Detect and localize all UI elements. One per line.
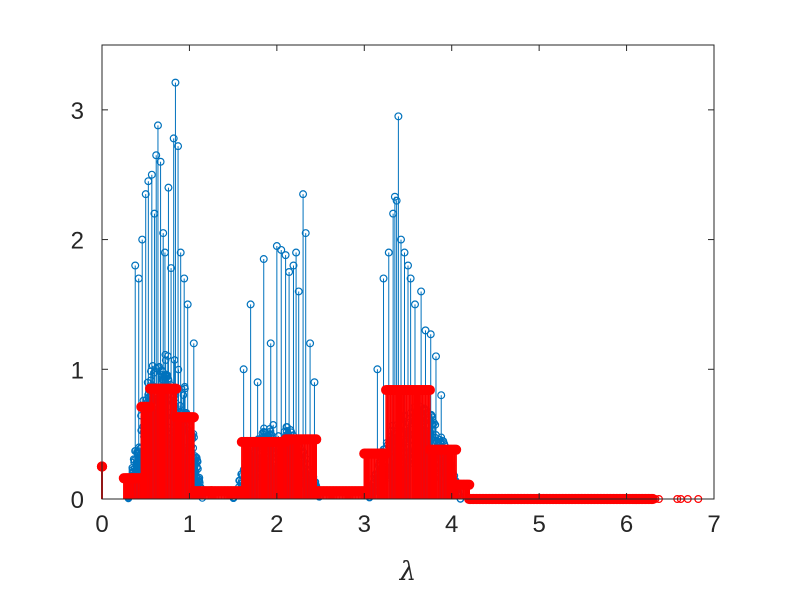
blue-point-marker — [130, 458, 138, 466]
red-point-marker — [464, 479, 475, 490]
blue-peak-marker — [410, 300, 419, 309]
blue-peak-marker — [266, 339, 275, 348]
blue-peak-marker — [174, 142, 183, 151]
blue-peak-marker — [310, 378, 319, 387]
red-point-marker — [188, 412, 199, 423]
blue-peak-marker — [171, 78, 180, 87]
blue-peak-marker — [392, 196, 401, 205]
blue-peak-marker — [141, 190, 150, 199]
blue-point-marker — [194, 475, 203, 483]
blue-peak-marker — [167, 264, 176, 273]
blue-peak-marker — [406, 274, 415, 283]
blue-peak-marker — [176, 248, 185, 257]
blue-peak-marker — [301, 229, 310, 238]
blue-peak-marker — [394, 112, 403, 121]
blue-peak-marker — [277, 245, 286, 254]
blue-peak-marker — [292, 248, 301, 257]
blue-peak-marker — [289, 261, 298, 270]
blue-peak-marker — [379, 274, 388, 283]
blue-peak-marker — [159, 229, 168, 238]
blue-peak-marker — [431, 352, 440, 361]
blue-point-marker — [265, 425, 274, 433]
blue-peak-marker — [164, 183, 173, 192]
y-tick-label: 0 — [71, 487, 84, 514]
blue-peak-marker — [397, 235, 406, 244]
x-tick-label: 2 — [270, 511, 283, 538]
blue-peak-marker — [131, 261, 140, 270]
blue-peak-marker — [259, 255, 268, 264]
x-axis-label: λ — [399, 557, 416, 587]
blue-point-marker — [196, 478, 204, 487]
blue-point-marker — [431, 421, 440, 429]
y-ticks: 0 1 2 3 — [71, 98, 714, 514]
blue-peak-marker — [152, 151, 161, 160]
y-tick-label: 2 — [71, 228, 84, 255]
blue-point-marker — [194, 465, 202, 473]
blue-peak-marker — [281, 251, 290, 260]
blue-peak-marker — [417, 287, 426, 296]
blue-peak-marker — [153, 121, 162, 130]
blue-peak-marker — [294, 287, 303, 296]
blue-peak-marker — [426, 330, 435, 339]
blue-point-marker — [179, 391, 188, 399]
x-tick-label: 5 — [532, 511, 545, 538]
red-point-marker — [171, 383, 182, 394]
blue-peak-marker — [180, 274, 189, 283]
blue-point-marker — [258, 429, 267, 438]
red-point-marker — [311, 434, 322, 445]
blue-peak-marker — [253, 378, 262, 387]
x-tick-label: 1 — [183, 511, 196, 538]
blue-peak-marker — [373, 365, 382, 374]
blue-peak-marker — [156, 157, 165, 166]
y-tick-label: 1 — [71, 357, 84, 384]
blue-peak-marker — [400, 248, 409, 257]
plot-area — [96, 78, 703, 505]
blue-peak-marker — [299, 190, 308, 199]
red-point-marker — [424, 384, 435, 396]
blue-peak-marker — [404, 261, 413, 270]
blue-peak-marker — [384, 248, 393, 257]
blue-peak-marker — [189, 339, 198, 348]
red-point-marker — [450, 444, 462, 455]
x-tick-label: 0 — [95, 511, 108, 538]
blue-point-marker — [283, 423, 291, 431]
blue-peak-marker — [272, 242, 281, 251]
blue-peak-marker — [169, 134, 178, 143]
blue-peak-marker — [306, 339, 315, 348]
x-tick-label: 7 — [707, 511, 720, 538]
blue-peak-marker — [285, 268, 294, 277]
x-tick-label: 4 — [445, 511, 458, 538]
x-tick-label: 3 — [358, 511, 371, 538]
blue-peak-marker — [239, 365, 248, 374]
blue-peak-marker — [147, 170, 156, 179]
blue-peak-marker — [437, 391, 446, 400]
x-tick-label: 6 — [620, 511, 633, 538]
y-tick-label: 3 — [71, 98, 84, 125]
blue-peak-marker — [183, 300, 192, 309]
blue-peak-marker — [246, 300, 255, 309]
axes-box — [101, 44, 715, 500]
x-ticks: 0 1 2 3 4 5 6 7 — [95, 45, 721, 538]
blue-peak-marker — [421, 326, 430, 335]
